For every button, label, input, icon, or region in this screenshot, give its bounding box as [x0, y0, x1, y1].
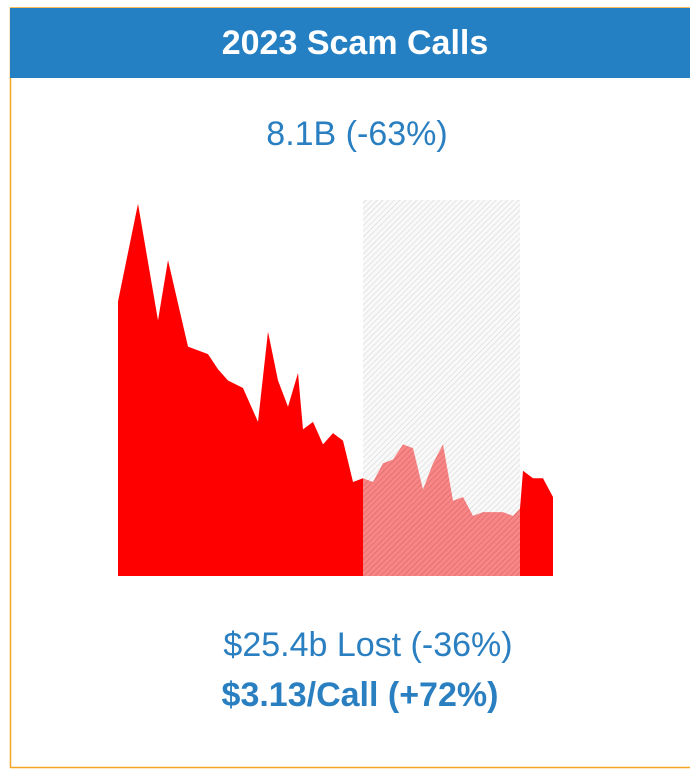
chart-title: 2023 Scam Calls: [222, 24, 489, 62]
subtitle: 8.1B (-63%): [266, 115, 447, 153]
annotation: $25.4b Lost (-36%): [223, 626, 512, 664]
highlight-band: [363, 200, 520, 576]
annotation: $3.13/Call (+72%): [222, 676, 499, 714]
